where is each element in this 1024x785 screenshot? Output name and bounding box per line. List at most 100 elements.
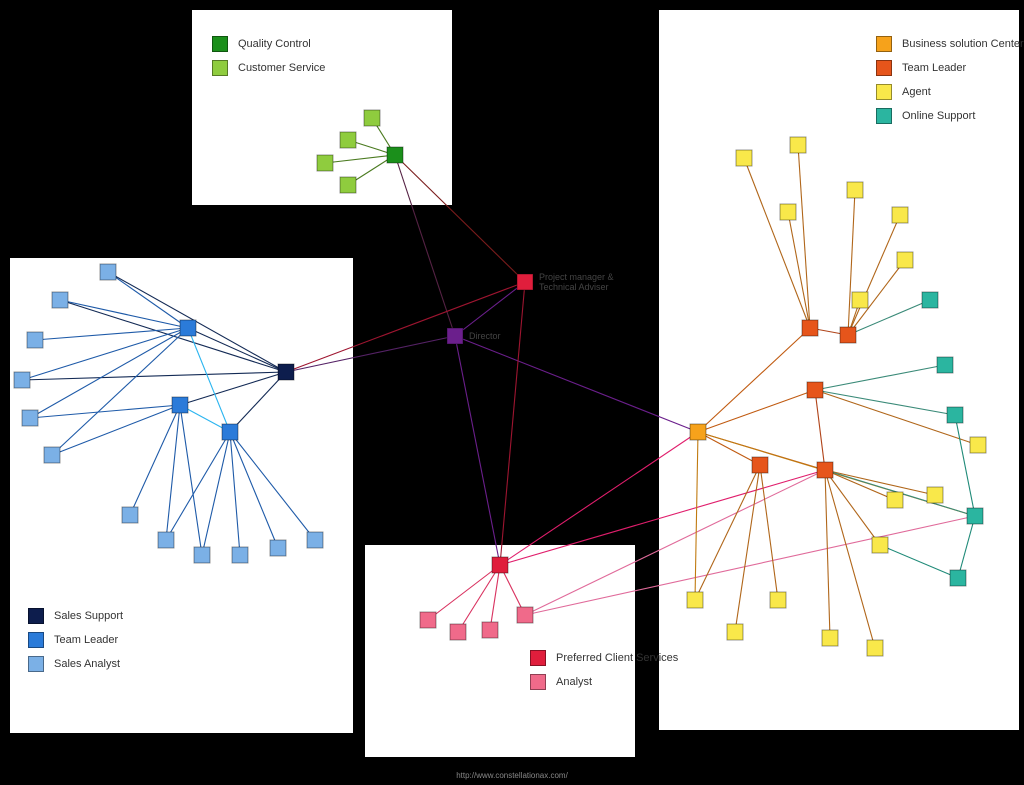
edge-tl1-sa5	[30, 328, 188, 418]
node-cs1[interactable]	[364, 110, 380, 126]
node-ag10[interactable]	[927, 487, 943, 503]
diagram-stage: Project manager &Technical AdviserDirect…	[0, 0, 1024, 785]
edge-btl5-ag10	[825, 470, 935, 495]
node-os4[interactable]	[967, 508, 983, 524]
edge-tl2-sa9	[180, 405, 202, 555]
edge-bsc-btl3	[698, 390, 815, 432]
edge-os4-os5	[958, 516, 975, 578]
edge-btl4-ag14	[760, 465, 778, 600]
node-tl3[interactable]	[222, 424, 238, 440]
node-ag15[interactable]	[822, 630, 838, 646]
edge-tl3-sa10	[230, 432, 240, 555]
edge-btl3-os3	[815, 390, 955, 415]
edge-qc-dir	[395, 155, 455, 336]
node-bsc[interactable]	[690, 424, 706, 440]
edge-btl5-ag15	[825, 470, 830, 638]
edge-btl3-os2	[815, 365, 945, 390]
legend-label: Team Leader	[902, 62, 966, 74]
legend-item: Analyst	[530, 674, 678, 690]
node-btl3[interactable]	[807, 382, 823, 398]
node-ag5[interactable]	[892, 207, 908, 223]
edge-ss-sa1	[108, 272, 286, 372]
legend-item: Sales Analyst	[28, 656, 123, 672]
node-ag6[interactable]	[897, 252, 913, 268]
node-ag9[interactable]	[887, 492, 903, 508]
node-cs3[interactable]	[317, 155, 333, 171]
node-ag3[interactable]	[780, 204, 796, 220]
edge-bsc-btl1	[698, 328, 810, 432]
network-svg: Project manager &Technical AdviserDirect…	[0, 0, 1024, 785]
node-sa4[interactable]	[14, 372, 30, 388]
node-an4[interactable]	[517, 607, 533, 623]
node-ag7[interactable]	[852, 292, 868, 308]
node-tl2[interactable]	[172, 397, 188, 413]
edge-dir-bsc	[455, 336, 698, 432]
node-sa9[interactable]	[194, 547, 210, 563]
legend-item: Agent	[876, 84, 1024, 100]
node-tl1[interactable]	[180, 320, 196, 336]
node-ag14[interactable]	[770, 592, 786, 608]
node-ss[interactable]	[278, 364, 294, 380]
node-pcs[interactable]	[492, 557, 508, 573]
node-sa11[interactable]	[270, 540, 286, 556]
node-sa8[interactable]	[158, 532, 174, 548]
legend-item: Quality Control	[212, 36, 325, 52]
edge-pcs-an3	[490, 565, 500, 630]
edge-tl3-sa9	[202, 432, 230, 555]
node-os1[interactable]	[922, 292, 938, 308]
node-os5[interactable]	[950, 570, 966, 586]
node-ag11[interactable]	[872, 537, 888, 553]
legend-label: Sales Analyst	[54, 658, 120, 670]
node-btl5[interactable]	[817, 462, 833, 478]
node-os2[interactable]	[937, 357, 953, 373]
node-sa1[interactable]	[100, 264, 116, 280]
node-an1[interactable]	[420, 612, 436, 628]
node-sa12[interactable]	[307, 532, 323, 548]
edge-tl2-sa5	[30, 405, 180, 418]
node-btl4[interactable]	[752, 457, 768, 473]
legend-label: Quality Control	[238, 38, 311, 50]
node-btl2[interactable]	[840, 327, 856, 343]
legend-swatch	[876, 60, 892, 76]
node-ag4[interactable]	[847, 182, 863, 198]
node-label-pm: Technical Adviser	[539, 282, 609, 292]
node-dir[interactable]	[447, 328, 463, 344]
edge-pm-pcs	[500, 282, 525, 565]
edge-dir-pm	[455, 282, 525, 336]
node-an3[interactable]	[482, 622, 498, 638]
edge-qc-pm	[395, 155, 525, 282]
edge-btl2-ag5	[848, 215, 900, 335]
node-cs4[interactable]	[340, 177, 356, 193]
node-os3[interactable]	[947, 407, 963, 423]
edge-pcs-btl5	[500, 470, 825, 565]
node-ag12[interactable]	[687, 592, 703, 608]
node-ag2[interactable]	[790, 137, 806, 153]
node-qc[interactable]	[387, 147, 403, 163]
legend-item: Team Leader	[28, 632, 123, 648]
edge-os5-ag11	[880, 545, 958, 578]
edge-btl2-ag4	[848, 190, 855, 335]
legend-label: Agent	[902, 86, 931, 98]
node-sa2[interactable]	[52, 292, 68, 308]
legend-swatch	[212, 60, 228, 76]
node-an2[interactable]	[450, 624, 466, 640]
edge-pcs-bsc	[500, 432, 698, 565]
node-ag1[interactable]	[736, 150, 752, 166]
node-ag8[interactable]	[970, 437, 986, 453]
legend-swatch	[28, 656, 44, 672]
node-ag16[interactable]	[867, 640, 883, 656]
node-ag13[interactable]	[727, 624, 743, 640]
edge-os3-os4	[955, 415, 975, 516]
edge-dir-pcs	[455, 336, 500, 565]
node-sa6[interactable]	[44, 447, 60, 463]
node-btl1[interactable]	[802, 320, 818, 336]
node-cs2[interactable]	[340, 132, 356, 148]
node-sa5[interactable]	[22, 410, 38, 426]
node-pm[interactable]	[517, 274, 533, 290]
legend-p-qc: Quality ControlCustomer Service	[212, 36, 325, 84]
node-sa10[interactable]	[232, 547, 248, 563]
node-sa3[interactable]	[27, 332, 43, 348]
legend-swatch	[876, 108, 892, 124]
legend-swatch	[876, 84, 892, 100]
node-sa7[interactable]	[122, 507, 138, 523]
